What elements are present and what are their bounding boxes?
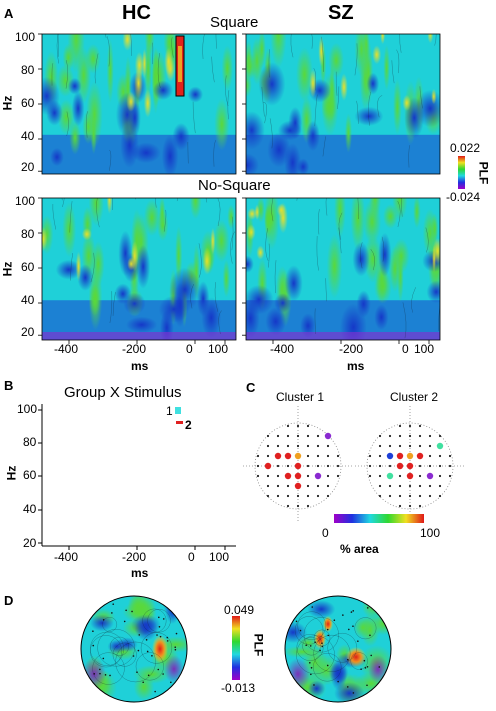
d-topography-left xyxy=(81,596,187,702)
a-bot-ytick-100: 100 xyxy=(15,194,36,208)
group-hc-title: HC xyxy=(122,2,151,24)
b-ytick-80: 80 xyxy=(23,435,37,449)
a-bot-ytick-60: 60 xyxy=(21,260,35,274)
b-ytick-40: 40 xyxy=(23,502,37,516)
a-top-ytick-100: 100 xyxy=(15,30,36,44)
condition-square-title: Square xyxy=(210,14,259,31)
c-cluster-2-headmap xyxy=(355,406,465,521)
a-bot-ytick-40: 40 xyxy=(21,293,35,307)
b-cluster-2-mark xyxy=(176,421,183,424)
panel-b-letter: B xyxy=(4,378,14,393)
d-colorbar-min: -0.013 xyxy=(221,681,256,695)
a-colorbar xyxy=(458,156,465,189)
c-cluster-2-title: Cluster 2 xyxy=(390,390,439,404)
c-cluster-1-title: Cluster 1 xyxy=(276,390,325,404)
d-colorbar xyxy=(232,616,240,680)
a-colorbar-max: 0.022 xyxy=(450,141,481,155)
b-xtick-100: 100 xyxy=(209,550,230,564)
a-right-xtick-m400: -400 xyxy=(270,342,295,356)
tf-map-sz-nosquare xyxy=(246,198,440,340)
b-ytick-60: 60 xyxy=(23,468,37,482)
a-colorbar-min: -0.024 xyxy=(446,190,481,204)
group-sz-title: SZ xyxy=(328,2,354,24)
a-left-xtick-100: 100 xyxy=(208,342,229,356)
d-colorbar-max: 0.049 xyxy=(224,603,255,617)
a-left-xtick-m400: -400 xyxy=(54,342,79,356)
b-ytick-20: 20 xyxy=(23,536,37,550)
a-left-x-label: ms xyxy=(131,359,149,373)
tf-map-hc-square xyxy=(42,34,236,174)
a-top-ytick-20: 20 xyxy=(21,160,35,174)
a-right-xtick-100: 100 xyxy=(414,342,435,356)
b-cluster-1-label: 1 xyxy=(166,404,173,418)
tf-map-hc-nosquare xyxy=(42,198,236,340)
tf-map-sz-square xyxy=(246,34,440,174)
b-cluster-2-label: 2 xyxy=(185,418,192,432)
panel-d-letter: D xyxy=(4,593,14,608)
b-x-label: ms xyxy=(131,566,149,580)
a-bot-ytick-20: 20 xyxy=(21,325,35,339)
panel-a-letter: A xyxy=(4,6,14,21)
panel-b-plot xyxy=(38,404,236,550)
c-colorbar-label: % area xyxy=(340,542,379,556)
a-bot-ytick-80: 80 xyxy=(21,227,35,241)
panel-c-letter: C xyxy=(246,380,256,395)
panel-b-title: Group X Stimulus xyxy=(64,384,182,401)
a-left-xtick-m200: -200 xyxy=(122,342,147,356)
a-right-xtick-m200: -200 xyxy=(339,342,364,356)
a-right-xtick-0: 0 xyxy=(402,342,409,356)
d-topography-right xyxy=(285,596,391,702)
b-xtick-0: 0 xyxy=(188,550,195,564)
condition-nosquare-title: No-Square xyxy=(198,177,271,194)
c-colorbar-min: 0 xyxy=(322,526,329,540)
c-colorbar xyxy=(334,514,424,523)
b-xtick-m400: -400 xyxy=(54,550,79,564)
b-cluster-1-mark xyxy=(175,407,181,414)
a-left-xtick-0: 0 xyxy=(186,342,193,356)
c-colorbar-max: 100 xyxy=(420,526,441,540)
b-ytick-100: 100 xyxy=(17,402,38,416)
a-top-ytick-60: 60 xyxy=(21,96,35,110)
a-right-x-label: ms xyxy=(347,359,365,373)
b-xtick-m200: -200 xyxy=(122,550,147,564)
c-cluster-1-headmap xyxy=(243,406,353,521)
a-top-ytick-40: 40 xyxy=(21,129,35,143)
a-top-ytick-80: 80 xyxy=(21,63,35,77)
